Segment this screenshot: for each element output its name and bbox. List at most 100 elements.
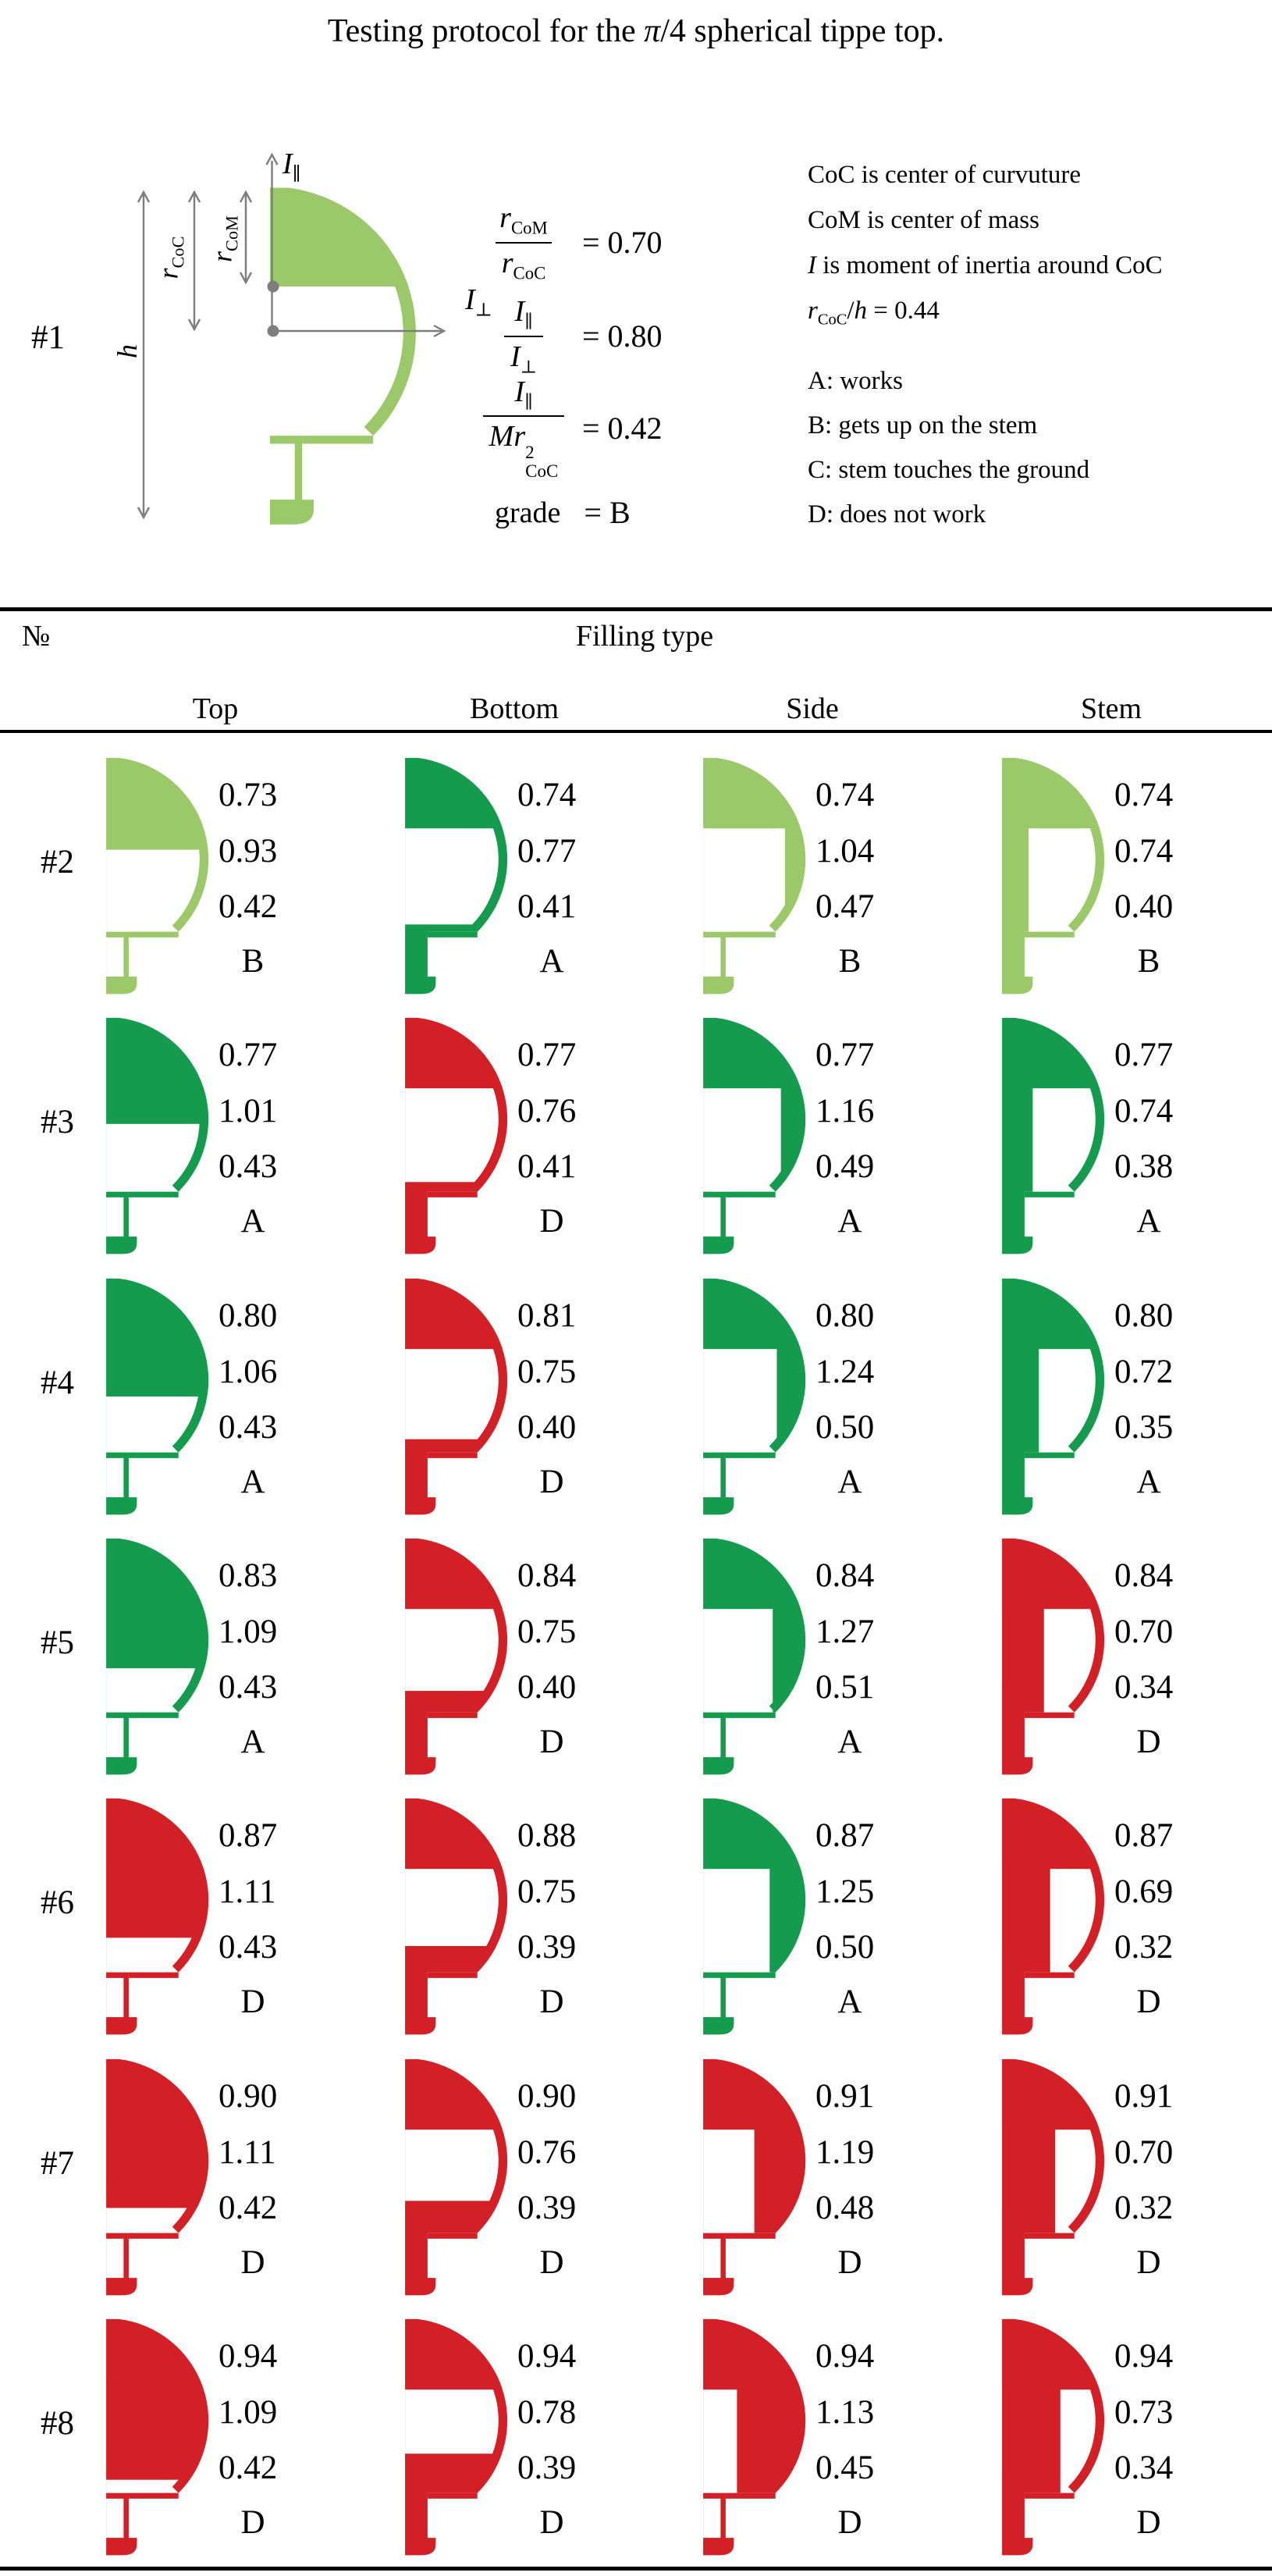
inertia-ratio-value: 1.25 [815, 1873, 875, 1910]
inertia-mr2-value: 0.47 [815, 888, 875, 925]
formula-ipar-iperp: I∥ I⊥ = 0.80 [478, 290, 663, 381]
row-label: #6 [41, 1884, 74, 1921]
tippe-top-shape-top [106, 1278, 209, 1515]
inertia-ratio-value: 0.74 [1114, 1093, 1174, 1130]
inertia-mr2-value: 0.34 [1114, 2450, 1174, 2486]
grade-letter: A [1136, 1203, 1161, 1240]
grade-letter: D [1136, 1724, 1161, 1760]
grade-letter: A [837, 1464, 862, 1500]
inertia-ratio-value: 1.16 [815, 1093, 875, 1130]
inertia-mr2-value: 0.48 [815, 2190, 875, 2226]
inertia-mr2-value: 0.43 [219, 1669, 278, 1706]
inertia-mr2-value: 0.45 [815, 2450, 875, 2486]
grade-letter: A [240, 1203, 265, 1240]
grade-letter: A [240, 1464, 265, 1500]
axis-label-i-perp: I⊥ [465, 283, 492, 321]
rcom-ratio-value: 0.91 [1114, 2078, 1174, 2115]
tippe-top-shape-stem [1002, 2318, 1105, 2556]
tippe-top-icon-side [703, 1278, 806, 1519]
tippe-top-shape-top [106, 2318, 209, 2556]
example-label: #1 [31, 319, 65, 356]
inertia-ratio-value: 0.69 [1114, 1873, 1174, 1910]
tippe-top-shape-bottom [405, 2058, 508, 2296]
legend-grade-b: B: gets up on the stem [808, 411, 1038, 439]
inertia-mr2-value: 0.34 [1114, 1669, 1174, 1706]
title-text: Testing protocol for the [327, 13, 645, 49]
tippe-top-icon-bottom [405, 1017, 508, 1258]
grade-letter: D [539, 1984, 564, 2020]
example-tippe-top-shape [270, 187, 417, 525]
grade-letter: D [1136, 1984, 1161, 2020]
inertia-mr2-value: 0.35 [1114, 1409, 1174, 1446]
formula-ipar-mr2: I∥ Mr 2 CoC = 0.42 [478, 375, 663, 481]
inertia-mr2-value: 0.51 [815, 1669, 875, 1706]
tippe-top-icon-stem [1002, 2318, 1105, 2560]
tippe-top-icon-bottom [405, 1278, 508, 1519]
rcom-ratio-value: 0.88 [517, 1817, 577, 1854]
row-label: #7 [41, 2145, 74, 2182]
row-label: #5 [41, 1624, 74, 1661]
inertia-mr2-value: 0.40 [517, 1669, 577, 1706]
rcom-ratio-value: 0.91 [815, 2078, 875, 2115]
tippe-top-shape-top [106, 1017, 209, 1254]
tippe-top-icon-side [703, 1798, 806, 2039]
inertia-mr2-value: 0.40 [517, 1409, 577, 1446]
grade-letter: D [539, 1724, 564, 1760]
tippe-top-icon-bottom [405, 2058, 508, 2300]
inertia-mr2-value: 0.38 [1114, 1148, 1174, 1185]
inertia-ratio-value: 0.93 [219, 833, 278, 870]
inertia-mr2-value: 0.50 [815, 1929, 875, 1966]
dim-label-h: h [112, 344, 143, 358]
inertia-ratio-value: 1.27 [815, 1614, 875, 1650]
inertia-mr2-value: 0.39 [517, 2450, 577, 2486]
table-bottom-rule [0, 2567, 1272, 2571]
rcom-ratio-value: 0.80 [1114, 1297, 1174, 1334]
grade-letter: D [1136, 2504, 1161, 2541]
tippe-top-icon-top [106, 1278, 209, 1519]
grade-letter: B [838, 943, 862, 980]
tippe-top-shape-side [703, 1017, 806, 1254]
row-label: #2 [41, 844, 74, 881]
tippe-top-icon-bottom [405, 757, 508, 998]
rcom-ratio-value: 0.94 [517, 2338, 577, 2375]
axis-annotations [137, 152, 446, 520]
tippe-top-icon-top [106, 2058, 209, 2300]
tippe-top-shape-stem [1002, 1798, 1105, 2035]
grade-letter: D [539, 1464, 564, 1500]
inertia-mr2-value: 0.32 [1114, 2190, 1174, 2226]
tippe-top-shape-bottom [405, 2318, 508, 2556]
tippe-top-shape-side [703, 2318, 806, 2556]
tippe-top-icon-stem [1002, 1017, 1105, 1258]
rcom-ratio-value: 0.83 [219, 1557, 278, 1594]
tippe-top-icon-top [106, 1798, 209, 2039]
rcom-ratio-value: 0.77 [815, 1037, 875, 1073]
rcom-ratio-value: 0.90 [517, 2078, 577, 2115]
tippe-top-icon-top [106, 1538, 209, 1779]
tippe-top-shape-top [106, 757, 209, 994]
grade-letter: D [539, 2504, 564, 2541]
tippe-top-icon-stem [1002, 757, 1105, 998]
tippe-top-shape-top [106, 1798, 209, 2035]
inertia-mr2-value: 0.39 [517, 2190, 577, 2226]
grade-letter: A [837, 1984, 862, 2020]
inertia-mr2-value: 0.32 [1114, 1929, 1174, 1966]
dim-label-rcoc: rCoC [152, 236, 188, 279]
inertia-ratio-value: 0.77 [517, 833, 577, 870]
title-text-2: /4 spherical tippe top. [660, 13, 945, 49]
grade-letter: D [539, 1203, 564, 1240]
rcom-ratio-value: 0.94 [1114, 2338, 1174, 2375]
tippe-top-shape-side [703, 1798, 806, 2035]
inertia-mr2-value: 0.42 [219, 888, 278, 925]
tippe-top-shape-bottom [405, 1017, 508, 1254]
formula-rcom-rcoc: rCoM rCoC = 0.70 [478, 197, 663, 287]
tippe-top-icon-side [703, 757, 806, 998]
tippe-top-shape-side [703, 1538, 806, 1775]
tippe-top-icon-bottom [405, 2318, 508, 2560]
inertia-ratio-value: 0.75 [517, 1614, 577, 1650]
rcom-ratio-value: 0.74 [815, 777, 875, 813]
rcom-ratio-value: 0.77 [219, 1037, 278, 1073]
inertia-ratio-value: 1.09 [219, 1614, 278, 1650]
column-header-stem: Stem [1080, 692, 1142, 725]
inertia-ratio-value: 1.09 [219, 2394, 278, 2431]
